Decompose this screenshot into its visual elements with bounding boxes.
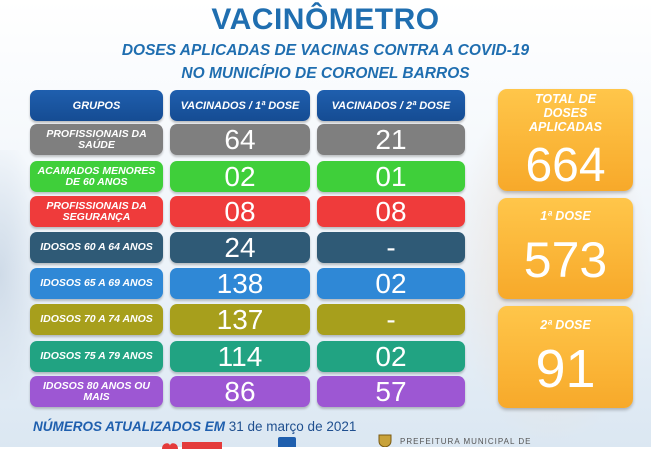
total-doses-value: 664 (525, 139, 606, 192)
dose1-value: 02 (170, 161, 310, 192)
dose1-value: 08 (170, 196, 310, 227)
dose2-value: 02 (317, 341, 465, 372)
dose1-value: 86 (170, 376, 310, 407)
dose1-value-text: 137 (216, 304, 264, 335)
second-dose-value: 91 (535, 339, 596, 399)
dose1-value: 24 (170, 232, 310, 263)
prefeitura-label: PREFEITURA MUNICIPAL DE (400, 437, 532, 446)
second-dose-label: 2ª DOSE (540, 318, 591, 332)
state-crest-icon (378, 434, 392, 447)
page-subtitle-line1: DOSES APLICADAS DE VACINAS CONTRA A COVI… (121, 42, 530, 59)
group-label: PROFISSIONAIS DA SEGURANÇA (30, 196, 163, 227)
dose2-value: 21 (317, 124, 465, 155)
second-dose-box: 2ª DOSE 91 (498, 306, 633, 408)
dose1-value-text: 86 (224, 376, 256, 407)
dose2-value: - (317, 304, 465, 335)
dose1-value-text: 114 (217, 341, 263, 372)
dose1-value-text: 24 (224, 232, 256, 263)
sms-logo (162, 442, 222, 449)
dose2-value: 08 (317, 196, 465, 227)
header-dose1: VACINADOS / 1ª DOSE (170, 90, 310, 121)
dose2-value: 01 (317, 161, 465, 192)
group-label: IDOSOS 70 A 74 ANOS (30, 304, 163, 335)
group-label-text: PROFISSIONAIS DA SEGURANÇA (46, 199, 147, 223)
group-label-text: IDOSOS 75 A 79 ANOS (40, 350, 153, 362)
group-label-text: IDOSOS 65 A 69 ANOS (40, 277, 153, 289)
dose2-value-text: 02 (375, 268, 407, 299)
first-dose-label: 1ª DOSE (540, 209, 591, 223)
group-label-text: ACAMADOS MENORES DE 60 ANOS (37, 164, 156, 188)
group-label: ACAMADOS MENORES DE 60 ANOS (30, 161, 163, 192)
dose2-value-text: 57 (375, 376, 407, 407)
dose2-value-text: - (386, 304, 396, 335)
total-doses-box: TOTAL DE DOSES APLICADAS 664 (498, 89, 633, 191)
dose1-value-text: 08 (224, 196, 256, 227)
group-label-text: IDOSOS 80 ANOS OU MAIS (43, 379, 150, 403)
dose1-value-text: 64 (224, 124, 256, 155)
group-label: IDOSOS 60 A 64 ANOS (30, 232, 163, 263)
group-label-text: PROFISSIONAIS DA SAÚDE (46, 127, 147, 151)
secondary-logo (278, 437, 296, 447)
header-dose2: VACINADOS / 2ª DOSE (317, 90, 465, 121)
group-label-text: IDOSOS 70 A 74 ANOS (40, 313, 153, 325)
dose1-value: 114 (170, 341, 310, 372)
dose1-value-text: 138 (216, 268, 264, 299)
page-title: VACINÔMETRO (211, 3, 440, 36)
update-date: 31 de março de 2021 (228, 419, 357, 434)
dose2-value: 57 (317, 376, 465, 407)
dose1-value: 64 (170, 124, 310, 155)
total-doses-label: TOTAL DE DOSES APLICADAS (529, 92, 602, 134)
dose2-value-text: 21 (375, 124, 407, 155)
dose2-value-text: - (386, 232, 396, 263)
header-grupos: GRUPOS (30, 90, 163, 121)
dose1-value: 138 (170, 268, 310, 299)
group-label: IDOSOS 75 A 79 ANOS (30, 341, 163, 372)
update-note-prefix: NÚMEROS ATUALIZADOS EM (33, 419, 225, 434)
first-dose-value: 573 (523, 232, 608, 288)
dose1-value: 137 (170, 304, 310, 335)
dose1-value-text: 02 (224, 161, 256, 192)
group-label-text: IDOSOS 60 A 64 ANOS (40, 241, 153, 253)
dose2-value-text: 02 (375, 341, 407, 372)
dose2-value: 02 (317, 268, 465, 299)
update-note: NÚMEROS ATUALIZADOS EM 31 de março de 20… (33, 419, 356, 434)
group-label: IDOSOS 65 A 69 ANOS (30, 268, 163, 299)
group-label: PROFISSIONAIS DA SAÚDE (30, 124, 163, 155)
first-dose-box: 1ª DOSE 573 (498, 198, 633, 299)
dose2-value-text: 01 (375, 161, 407, 192)
group-label: IDOSOS 80 ANOS OU MAIS (30, 376, 163, 407)
page-subtitle-line2: NO MUNICÍPIO DE CORONEL BARROS (181, 65, 470, 82)
dose2-value: - (317, 232, 465, 263)
dose2-value-text: 08 (375, 196, 407, 227)
